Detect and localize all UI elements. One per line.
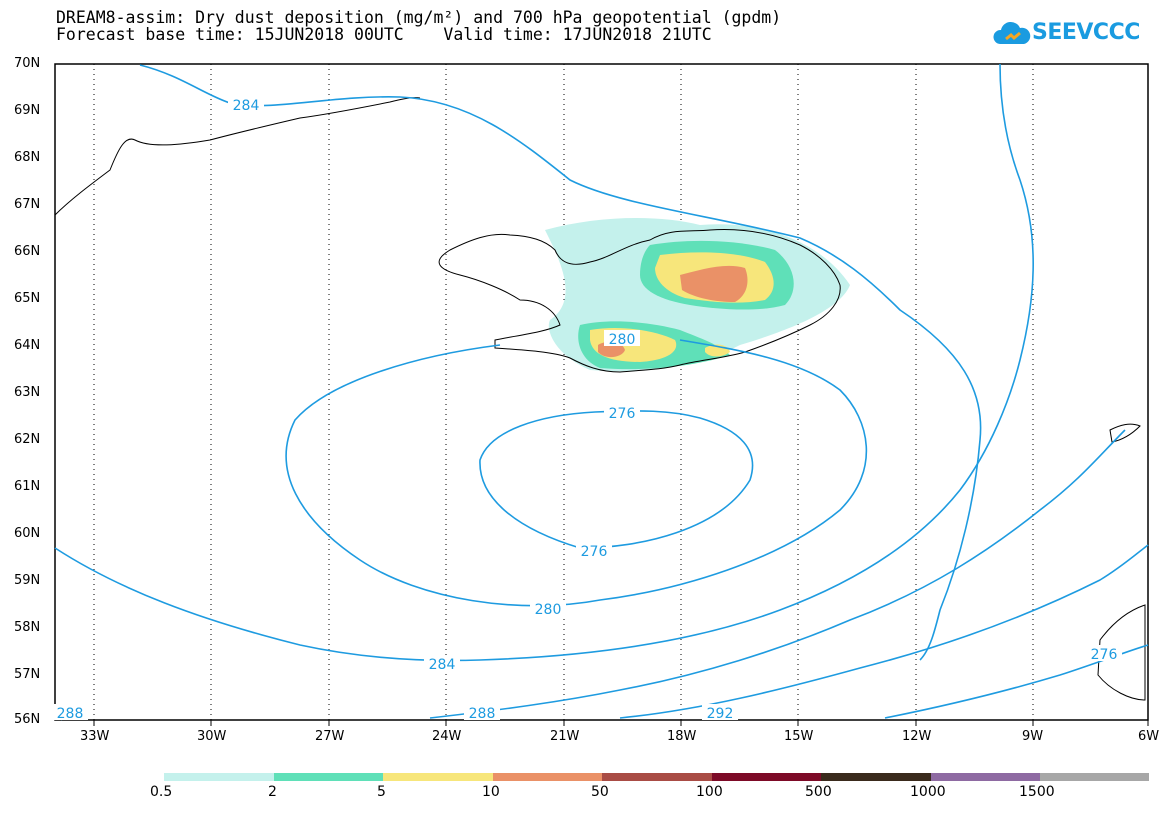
colorbar-label-500: 500: [805, 784, 832, 800]
lat-label-60n: 60N: [14, 526, 41, 541]
colorbar-label-2: 2: [268, 784, 277, 800]
colorbar-swatch-7: [821, 773, 931, 781]
colorbar-label-100: 100: [696, 784, 723, 800]
graticule: [93, 64, 1034, 720]
logo-text: SEEVCCC: [1032, 20, 1140, 45]
lat-label-64n: 64N: [14, 338, 41, 353]
lon-label-15w: 15W: [784, 729, 814, 744]
contour-label-292: 292: [707, 706, 734, 722]
colorbar-swatch-2: [274, 773, 383, 781]
lat-label-61n: 61N: [14, 479, 41, 494]
lat-label-67n: 67N: [14, 197, 41, 212]
contour-label-280-iceland: 280: [609, 332, 636, 348]
seevccc-logo: SEEVCCC: [992, 14, 1142, 58]
cloud-icon: [993, 21, 1031, 44]
contour-label-280-south: 280: [535, 602, 562, 618]
lat-label-69n: 69N: [14, 103, 41, 118]
lat-label-56n: 56N: [14, 712, 41, 727]
coastlines: [54, 97, 1146, 701]
contour-label-284-north: 284: [233, 98, 260, 114]
chart-subtitle: Forecast base time: 15JUN2018 00UTC Vali…: [56, 25, 712, 44]
colorbar-swatch-4: [493, 773, 602, 781]
lat-label-58n: 58N: [14, 620, 41, 635]
contour-label-276-east: 276: [1091, 647, 1118, 663]
colorbar-swatch-1: [164, 773, 274, 781]
lon-label-33w: 33W: [80, 729, 110, 744]
lon-label-27w: 27W: [315, 729, 345, 744]
contour-label-288-south: 288: [469, 706, 496, 722]
lat-label-63n: 63N: [14, 385, 41, 400]
colorbar-label-50: 50: [591, 784, 609, 800]
colorbar-swatch-5: [602, 773, 712, 781]
dust-deposition-shading: [545, 218, 850, 372]
lon-label-6w: 6W: [1138, 729, 1160, 744]
lat-label-66n: 66N: [14, 244, 41, 259]
colorbar-label-1000: 1000: [910, 784, 946, 800]
colorbar-swatch-3: [383, 773, 493, 781]
colorbar-label-0-5: 0.5: [150, 784, 173, 800]
contour-label-288-west: 288: [57, 706, 84, 722]
lon-label-30w: 30W: [197, 729, 227, 744]
colorbar-label-1500: 1500: [1019, 784, 1055, 800]
lat-label-70n: 70N: [14, 56, 41, 71]
lon-label-12w: 12W: [902, 729, 932, 744]
contour-labels: 284 280 276 276 280 284 288 288 292 276: [52, 96, 1122, 722]
lon-label-18w: 18W: [667, 729, 697, 744]
contour-label-276-lower: 276: [581, 544, 608, 560]
lat-label-59n: 59N: [14, 573, 41, 588]
chart-title: DREAM8-assim: Dry dust deposition (mg/m²…: [56, 8, 782, 27]
lon-label-24w: 24W: [432, 729, 462, 744]
lon-label-21w: 21W: [550, 729, 580, 744]
colorbar-swatch-8: [931, 773, 1040, 781]
contour-label-284-south: 284: [429, 657, 456, 673]
lat-label-65n: 65N: [14, 291, 41, 306]
lon-label-9w: 9W: [1022, 729, 1044, 744]
lat-label-62n: 62N: [14, 432, 41, 447]
colorbar-swatch-9: [1040, 773, 1149, 781]
colorbar-label-10: 10: [482, 784, 500, 800]
colorbar-swatch-6: [712, 773, 821, 781]
contour-label-276-upper: 276: [609, 406, 636, 422]
colorbar-label-5: 5: [377, 784, 386, 800]
lat-label-68n: 68N: [14, 150, 41, 165]
geopotential-contours: [54, 63, 1149, 721]
lat-label-57n: 57N: [14, 667, 41, 682]
map-frame: [54, 63, 1149, 721]
